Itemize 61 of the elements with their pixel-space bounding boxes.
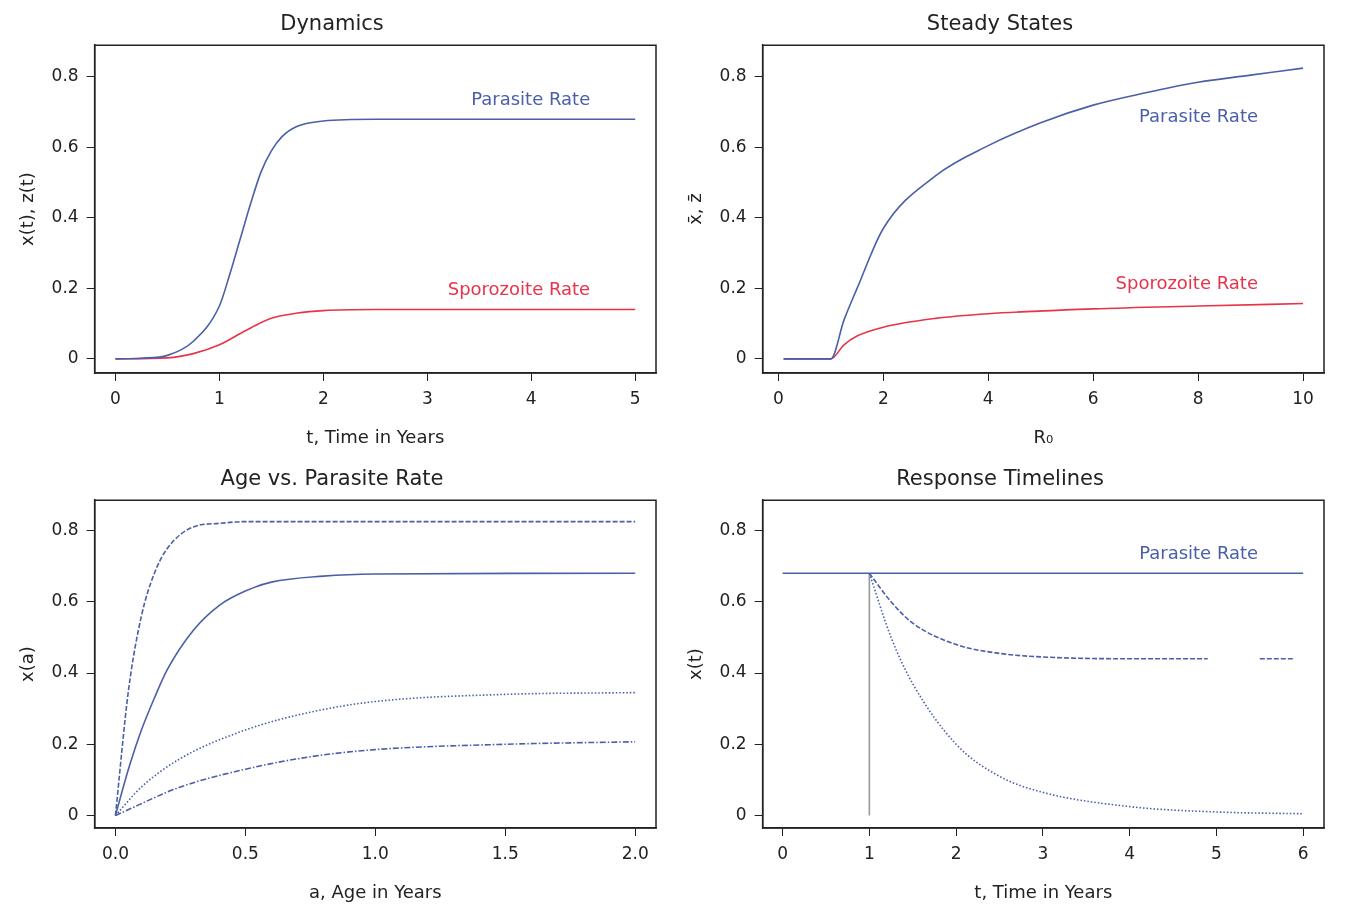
y-tick-label: 0.6 <box>51 590 79 611</box>
y-tick-label: 0 <box>735 347 747 368</box>
x-tick-label: 0 <box>110 387 121 408</box>
series-label: Parasite Rate <box>1139 541 1259 563</box>
x-axis-title: t, Time in Years <box>974 880 1113 902</box>
y-tick-label: 0.4 <box>51 206 79 227</box>
x-tick-label: 10 <box>1292 387 1314 408</box>
y-tick-label: 0.4 <box>719 661 747 682</box>
y-tick-label: 0.2 <box>51 276 79 297</box>
y-tick-label: 0.4 <box>51 661 79 682</box>
y-tick-label: 0.8 <box>719 518 747 539</box>
y-axis-title: x(t), z(t) <box>16 172 38 246</box>
y-tick-label: 0.8 <box>51 518 79 539</box>
y-tick-label: 0.4 <box>719 206 747 227</box>
y-axis-title: x(t) <box>684 648 706 680</box>
x-axis-title: R₀ <box>1033 425 1054 447</box>
y-axis-title: x(a) <box>16 646 38 682</box>
x-tick-label: 0 <box>777 842 789 863</box>
chart-title: Age vs. Parasite Rate <box>220 466 444 491</box>
x-tick-label: 3 <box>421 387 433 408</box>
x-tick-label: 8 <box>1192 387 1204 408</box>
chart-title: Response Timelines <box>896 466 1104 491</box>
x-tick-label: 2 <box>877 387 889 408</box>
y-tick-label: 0.6 <box>719 590 747 611</box>
x-tick-label: 2.0 <box>621 842 649 863</box>
x-axis-title: t, Time in Years <box>306 425 445 447</box>
chart-title: Steady States <box>926 11 1074 36</box>
x-tick-label: 2 <box>950 842 962 863</box>
y-tick-label: 0.8 <box>719 65 747 86</box>
x-tick-label: 6 <box>1087 387 1099 408</box>
x-tick-label: 5 <box>1211 842 1222 863</box>
x-tick-label: 5 <box>629 387 641 408</box>
y-tick-label: 0 <box>67 347 79 368</box>
x-tick-label: 4 <box>525 387 537 408</box>
x-tick-label: 1 <box>213 387 225 408</box>
x-tick-label: 1 <box>863 842 875 863</box>
x-tick-label: 1.0 <box>361 842 389 863</box>
x-tick-label: 1.5 <box>491 842 519 863</box>
x-tick-label: 4 <box>1124 842 1136 863</box>
y-tick-label: 0.6 <box>51 135 79 156</box>
x-tick-label: 0.5 <box>231 842 259 863</box>
series-label: Parasite Rate <box>1139 104 1259 126</box>
y-axis-title: x̄, z̄ <box>684 193 706 225</box>
y-tick-label: 0.2 <box>719 732 747 753</box>
y-tick-label: 0 <box>67 803 79 824</box>
x-tick-label: 4 <box>982 387 994 408</box>
y-tick-label: 0.2 <box>51 732 79 753</box>
y-tick-label: 0 <box>735 803 747 824</box>
series-label: Sporozoite Rate <box>447 278 591 300</box>
x-tick-label: 3 <box>1037 842 1049 863</box>
chart-title: Dynamics <box>280 11 384 36</box>
series-label: Parasite Rate <box>471 87 591 109</box>
y-tick-label: 0.8 <box>51 65 79 86</box>
x-tick-label: 6 <box>1297 842 1309 863</box>
y-tick-label: 0.2 <box>719 276 747 297</box>
x-tick-label: 0 <box>772 387 784 408</box>
x-axis-title: a, Age in Years <box>309 880 442 902</box>
x-tick-label: 0.0 <box>101 842 129 863</box>
x-tick-label: 2 <box>317 387 329 408</box>
series-label: Sporozoite Rate <box>1115 272 1259 294</box>
y-tick-label: 0.6 <box>719 135 747 156</box>
